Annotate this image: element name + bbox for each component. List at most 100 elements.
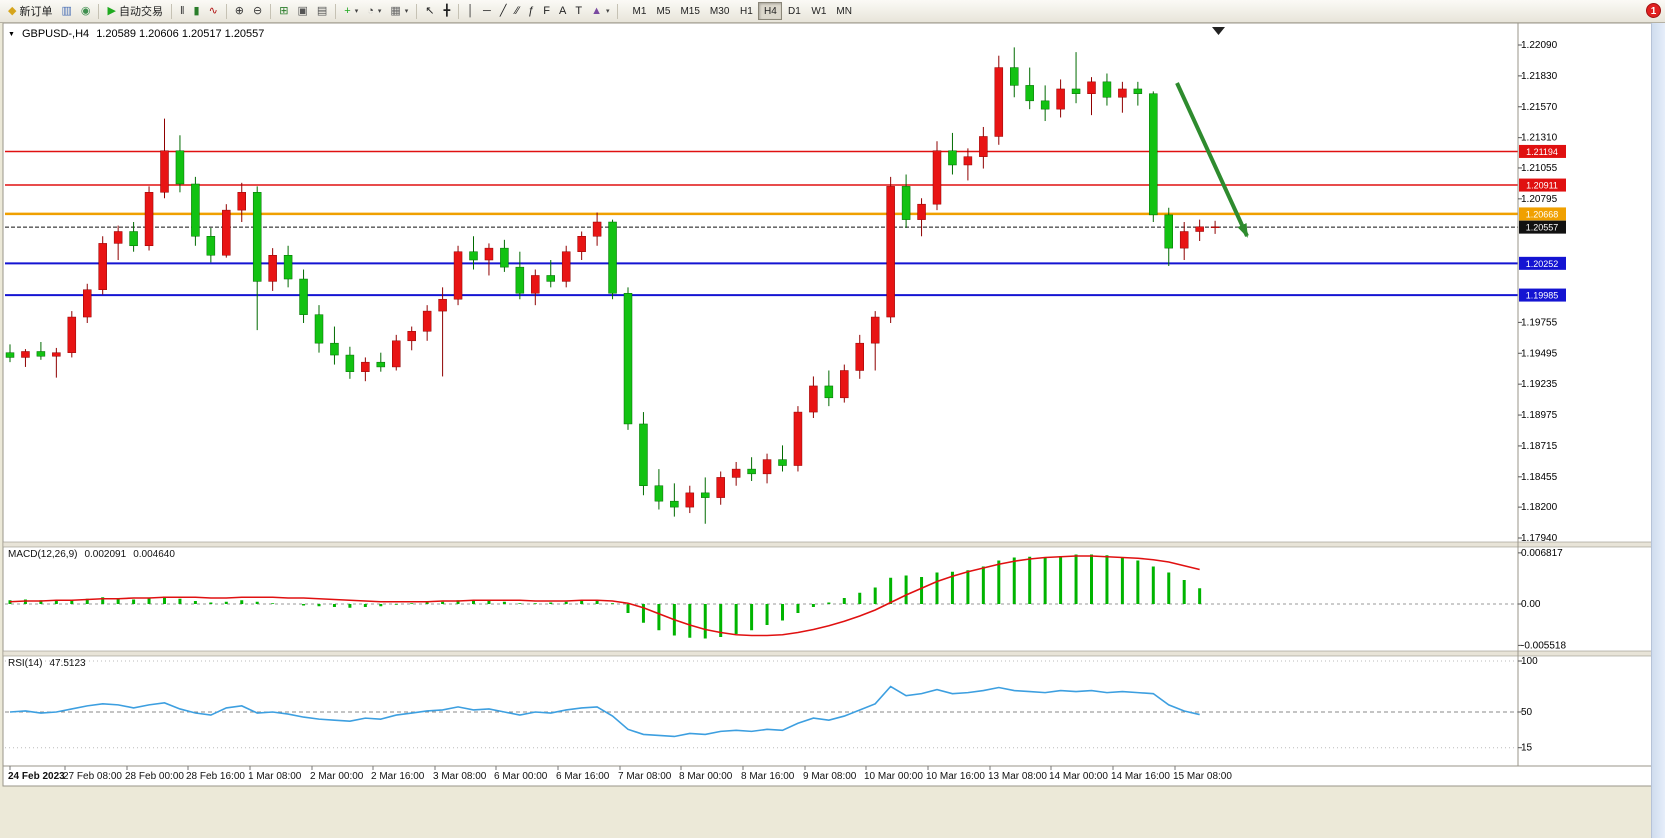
trendline-button[interactable]: ╱ [496,2,511,21]
zoom-out-button[interactable]: ⊖ [249,2,266,21]
arrange-windows-button[interactable]: ▤ [313,2,331,21]
candle-up [144,192,154,247]
ohlc-bars-button[interactable]: ‖ [176,2,189,21]
candlestick-icon: ▮ [193,4,200,17]
toolbar-separator [335,3,337,19]
candle-up [917,203,926,220]
toolbar-separator [98,3,100,19]
macd-scale-label: 0.006817 [1521,548,1563,559]
candle-up [731,468,741,478]
text-button[interactable]: A [555,2,570,21]
crosshair-icon: ╋ [443,4,451,17]
timeframe-m30[interactable]: M30 [705,2,734,20]
price-tick-label: 1.18200 [1521,502,1558,513]
periods-icon: ◔ [367,4,374,17]
panel-splitter[interactable] [2,541,1653,548]
candle-up [98,243,107,290]
label-button[interactable]: T [571,2,586,21]
price-axis: 1.22090 1.21830 1.21570 1.21310 1.21055 1.207… [1518,40,1566,544]
scroll-to-end-marker[interactable] [1212,27,1225,35]
right-scrollbar[interactable] [1651,0,1665,838]
toolbar-separator [270,3,272,19]
candle-down [376,361,386,368]
candle-up [886,186,895,318]
auto-trading-button-label: 自动交易 [118,6,163,18]
timeframe-m5[interactable]: M5 [651,2,675,20]
candle-down [1010,67,1019,86]
time-tick-label: 6 Mar 16:00 [556,771,610,782]
candle-down [191,183,200,237]
timeframe-w1[interactable]: W1 [806,2,831,20]
candle-down [747,468,756,475]
price-tick-label: 1.22090 [1521,40,1558,51]
price-line-badge [1519,144,1566,158]
timeframe-d1[interactable]: D1 [782,2,806,20]
price-line-badge-value: 1.19985 [1526,291,1559,301]
candle-down [623,293,633,425]
candle-up [840,370,849,399]
timeframe-h1[interactable]: H1 [734,2,758,20]
templates-button[interactable]: ▦ ▾ [386,2,412,21]
indicators-button[interactable]: + ▾ [340,2,362,21]
vertical-line-button[interactable]: │ [463,2,478,21]
fibonacci-button[interactable]: ƒ [524,2,538,21]
cursor-button[interactable]: ↖ [421,2,438,21]
tile-windows-button[interactable]: ⊞ [275,2,292,21]
channel-button[interactable]: ∕∕ [511,2,523,21]
chart-menu-icon[interactable]: ▼ [8,30,15,38]
new-order-button[interactable]: ◆ 新订单 [4,2,56,21]
candle-down [1133,88,1143,94]
shapes-button[interactable]: ▲ ▾ [587,2,613,21]
price-line-badge-value: 1.21194 [1526,147,1558,157]
time-tick-label: 14 Mar 16:00 [1111,771,1170,782]
cascade-windows-button[interactable]: ▣ [293,2,311,21]
candle-up [855,342,864,371]
line-chart-button[interactable]: ∿ [205,2,222,21]
rsi-scale-label: 100 [1521,656,1538,667]
data-window-button[interactable]: ◉ [77,2,95,21]
notifications-badge[interactable]: 1 [1646,3,1661,18]
candlestick-button[interactable]: ▮ [190,2,204,21]
price-tick-label: 1.18975 [1521,410,1558,421]
market-watch-button[interactable]: ▥ [57,2,75,21]
fibonacci-fan-button[interactable]: F [539,2,554,21]
candle-down [330,342,339,356]
periods-button[interactable]: ◔ ▾ [363,2,385,21]
candle-down [654,485,664,502]
candle-down [1149,93,1158,216]
price-line-badge-value: 1.20668 [1526,209,1559,219]
zoom-in-button[interactable]: ⊕ [231,2,248,21]
candle-down [314,314,324,344]
chart-symbol-period: GBPUSD-,H4 [21,28,90,40]
channel-icon: ∕∕ [515,4,520,17]
candle-down [283,255,293,280]
crosshair-button[interactable]: ╋ [440,2,455,21]
candle-down [1071,88,1081,94]
rsi-scale-label: 15 [1521,743,1533,754]
cascade-windows-icon: ▣ [297,4,308,17]
candle-down [5,352,15,358]
candle-up [561,251,571,282]
candle-down [1025,85,1034,102]
timeframe-h4[interactable]: H4 [758,2,783,20]
timeframe-mn[interactable]: MN [831,2,857,20]
toolbar-separator [458,3,460,19]
candle-up [361,361,370,372]
panel-splitter[interactable] [2,650,1653,657]
candle-down [1040,100,1050,110]
rsi-name: RSI(14) [8,658,43,669]
candle-down [948,150,957,166]
macd-panel: 0.006817 0.00 -0.005518 [5,548,1566,651]
auto-trading-button[interactable]: ▶ 自动交易 [103,2,166,21]
candle-up [453,251,463,300]
candle-down [824,385,834,399]
horizontal-line-button[interactable]: ─ [479,2,495,21]
timeframe-m1[interactable]: M1 [627,2,651,20]
chart-title: ▼ GBPUSD-,H4 1.20589 1.20606 1.20517 1.2… [8,28,264,40]
trend-arrow-annotation[interactable] [1175,82,1249,238]
candle-up [577,236,586,252]
price-line-badge [1519,220,1566,234]
timeframe-m15[interactable]: M15 [675,2,704,20]
